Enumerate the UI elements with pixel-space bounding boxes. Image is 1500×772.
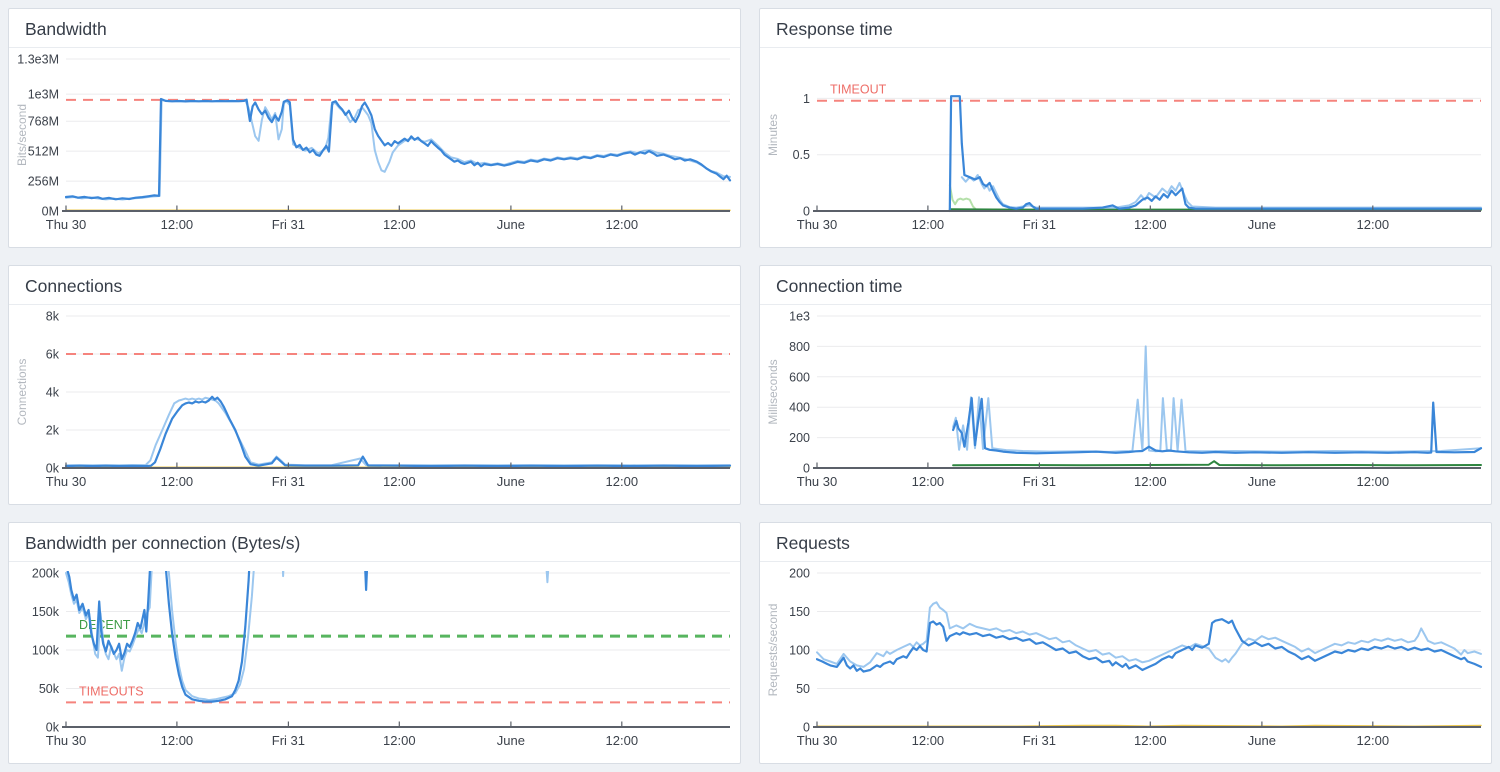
svg-text:12:00: 12:00 (161, 474, 194, 489)
svg-text:2k: 2k (46, 424, 60, 438)
svg-text:150: 150 (789, 605, 810, 619)
svg-text:Fri 31: Fri 31 (1023, 217, 1056, 232)
svg-text:12:00: 12:00 (383, 474, 416, 489)
svg-text:0: 0 (803, 721, 810, 735)
svg-text:12:00: 12:00 (1357, 733, 1390, 748)
svg-text:0.5: 0.5 (793, 148, 810, 162)
svg-text:Bits/second: Bits/second (15, 104, 29, 166)
svg-text:600: 600 (789, 370, 810, 384)
svg-text:6k: 6k (46, 348, 60, 362)
bandwidth-per-connection-chart[interactable]: 0k 50k 100k 150k 200k DECENT TIMEOUTS Thu 30 12:… (9, 562, 740, 763)
svg-text:200: 200 (789, 567, 810, 581)
svg-text:June: June (497, 217, 525, 232)
svg-text:TIMEOUTS: TIMEOUTS (79, 684, 144, 698)
response-time-chart[interactable]: 0 0.5 1 TIMEOUT Thu 30 12:00 Fri 31 12:00 June 12… (760, 48, 1491, 247)
panel-requests: Requests 0 50 100 150 200 Thu 30 12:00 Fri 31 12… (759, 522, 1492, 764)
chart-title-connection-time: Connection time (760, 266, 1491, 305)
svg-text:100: 100 (789, 644, 810, 658)
svg-text:Thu 30: Thu 30 (46, 474, 86, 489)
svg-text:1e3: 1e3 (789, 310, 810, 324)
svg-text:Fri 31: Fri 31 (272, 474, 305, 489)
svg-text:12:00: 12:00 (1134, 474, 1167, 489)
svg-text:DECENT: DECENT (79, 618, 131, 632)
svg-text:0: 0 (803, 205, 810, 219)
svg-text:12:00: 12:00 (161, 217, 194, 232)
svg-text:12:00: 12:00 (161, 733, 194, 748)
svg-text:0: 0 (803, 462, 810, 476)
panel-connections: Connections 0k 2k 4k 6k 8k Thu 30 12:00 Fri 31 1… (8, 265, 741, 505)
svg-text:12:00: 12:00 (912, 733, 945, 748)
panel-bandwidth-per-connection: Bandwidth per connection (Bytes/s) 0k 50k… (8, 522, 741, 764)
svg-text:12:00: 12:00 (912, 474, 945, 489)
line-chart-svg[interactable]: 0 0.5 1 TIMEOUT Thu 30 12:00 Fri 31 12:00 June 12… (760, 48, 1491, 247)
svg-text:512M: 512M (28, 145, 59, 159)
svg-text:TIMEOUT: TIMEOUT (830, 83, 887, 97)
svg-text:Fri 31: Fri 31 (1023, 733, 1056, 748)
line-chart-svg[interactable]: 0k 50k 100k 150k 200k DECENT TIMEOUTS Thu 30 12:… (9, 562, 740, 763)
line-chart-svg[interactable]: 0M 256M 512M 768M 1e3M 1.3e3M Thu 30 12:00 Fri 3… (9, 48, 740, 247)
svg-text:50k: 50k (39, 682, 60, 696)
svg-text:12:00: 12:00 (383, 733, 416, 748)
svg-text:1.3e3M: 1.3e3M (17, 53, 59, 67)
svg-text:12:00: 12:00 (1357, 217, 1390, 232)
svg-text:Thu 30: Thu 30 (46, 217, 86, 232)
svg-text:100k: 100k (32, 644, 60, 658)
panel-response-time: Response time 0 0.5 1 TIMEOUT Thu 30 12:00 Fri… (759, 8, 1492, 248)
svg-text:Milliseconds: Milliseconds (766, 359, 780, 424)
svg-text:Thu 30: Thu 30 (797, 733, 837, 748)
connection-time-chart[interactable]: 0 200 400 600 800 1e3 Thu 30 12:00 Fri 31 12:00 Ju… (760, 305, 1491, 504)
svg-text:June: June (1248, 474, 1276, 489)
svg-text:June: June (1248, 217, 1276, 232)
panel-bandwidth: Bandwidth 0M 256M 512M 768M 1e3M 1.3e3M Thu 30… (8, 8, 741, 248)
svg-text:12:00: 12:00 (606, 474, 639, 489)
svg-text:0k: 0k (46, 721, 60, 735)
svg-text:12:00: 12:00 (1357, 474, 1390, 489)
svg-text:Thu 30: Thu 30 (797, 474, 837, 489)
line-chart-svg[interactable]: 0 50 100 150 200 Thu 30 12:00 Fri 31 12:00 June 12… (760, 562, 1491, 763)
svg-text:12:00: 12:00 (1134, 733, 1167, 748)
svg-text:0M: 0M (42, 205, 59, 219)
bandwidth-chart[interactable]: 0M 256M 512M 768M 1e3M 1.3e3M Thu 30 12:00 Fri 3… (9, 48, 740, 247)
svg-text:Requests/second: Requests/second (766, 604, 780, 697)
svg-text:4k: 4k (46, 386, 60, 400)
chart-title-bandwidth-per-connection: Bandwidth per connection (Bytes/s) (9, 523, 740, 562)
svg-text:June: June (497, 474, 525, 489)
svg-text:12:00: 12:00 (606, 217, 639, 232)
svg-text:Fri 31: Fri 31 (272, 733, 305, 748)
svg-text:12:00: 12:00 (1134, 217, 1167, 232)
svg-text:1: 1 (803, 92, 810, 106)
svg-text:Thu 30: Thu 30 (797, 217, 837, 232)
requests-chart[interactable]: 0 50 100 150 200 Thu 30 12:00 Fri 31 12:00 June 12… (760, 562, 1491, 763)
svg-text:Fri 31: Fri 31 (1023, 474, 1056, 489)
svg-text:Thu 30: Thu 30 (46, 733, 86, 748)
svg-text:8k: 8k (46, 310, 60, 324)
svg-text:256M: 256M (28, 175, 59, 189)
svg-text:150k: 150k (32, 605, 60, 619)
svg-text:12:00: 12:00 (606, 733, 639, 748)
svg-text:800: 800 (789, 340, 810, 354)
svg-text:200: 200 (789, 431, 810, 445)
chart-title-bandwidth: Bandwidth (9, 9, 740, 48)
chart-title-connections: Connections (9, 266, 740, 305)
svg-text:12:00: 12:00 (912, 217, 945, 232)
svg-text:June: June (1248, 733, 1276, 748)
svg-text:Fri 31: Fri 31 (272, 217, 305, 232)
svg-text:1e3M: 1e3M (28, 88, 59, 102)
svg-text:768M: 768M (28, 115, 59, 129)
connections-chart[interactable]: 0k 2k 4k 6k 8k Thu 30 12:00 Fri 31 12:00 June 12:0… (9, 305, 740, 504)
svg-text:Connections: Connections (15, 359, 29, 426)
chart-title-response-time: Response time (760, 9, 1491, 48)
svg-text:Minutes: Minutes (766, 114, 780, 156)
line-chart-svg[interactable]: 0 200 400 600 800 1e3 Thu 30 12:00 Fri 31 12:00 Ju… (760, 305, 1491, 504)
svg-text:0k: 0k (46, 462, 60, 476)
svg-text:400: 400 (789, 401, 810, 415)
line-chart-svg[interactable]: 0k 2k 4k 6k 8k Thu 30 12:00 Fri 31 12:00 June 12:0… (9, 305, 740, 504)
svg-text:200k: 200k (32, 567, 60, 581)
svg-text:50: 50 (796, 682, 810, 696)
chart-title-requests: Requests (760, 523, 1491, 562)
panel-connection-time: Connection time 0 200 400 600 800 1e3 Thu 30 12… (759, 265, 1492, 505)
svg-text:June: June (497, 733, 525, 748)
svg-text:12:00: 12:00 (383, 217, 416, 232)
